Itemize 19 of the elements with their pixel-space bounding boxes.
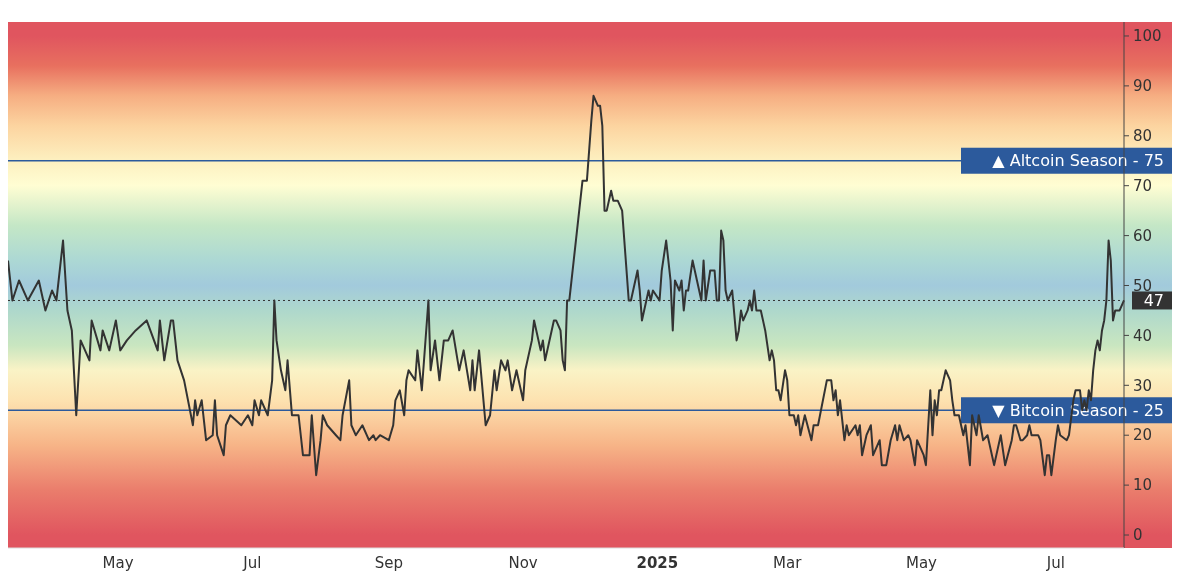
- x-tick-label: Sep: [374, 554, 403, 572]
- y-tick-label: 70: [1133, 176, 1153, 195]
- y-tick-label: 100: [1133, 27, 1162, 46]
- y-tick-label: 30: [1133, 376, 1153, 395]
- y-tick-label: 10: [1133, 476, 1153, 495]
- y-tick-label: 40: [1133, 326, 1153, 345]
- x-tick-label: May: [905, 554, 938, 572]
- x-tick-label: Jul: [242, 554, 262, 572]
- ref-line-label: ▲ Altcoin Season - 75: [992, 151, 1164, 171]
- x-tick-label: Jul: [1045, 554, 1065, 572]
- x-tick-label: May: [102, 554, 134, 572]
- y-tick-label: 60: [1133, 226, 1153, 245]
- y-tick-label: 0: [1133, 526, 1143, 545]
- y-tick-label: 20: [1133, 426, 1153, 445]
- x-tick-label: Nov: [508, 554, 538, 572]
- x-tick-label: Mar: [773, 554, 803, 572]
- y-tick-label: 80: [1133, 127, 1153, 146]
- x-tick-label: 2025: [636, 554, 679, 572]
- y-tick-label: 90: [1133, 77, 1153, 96]
